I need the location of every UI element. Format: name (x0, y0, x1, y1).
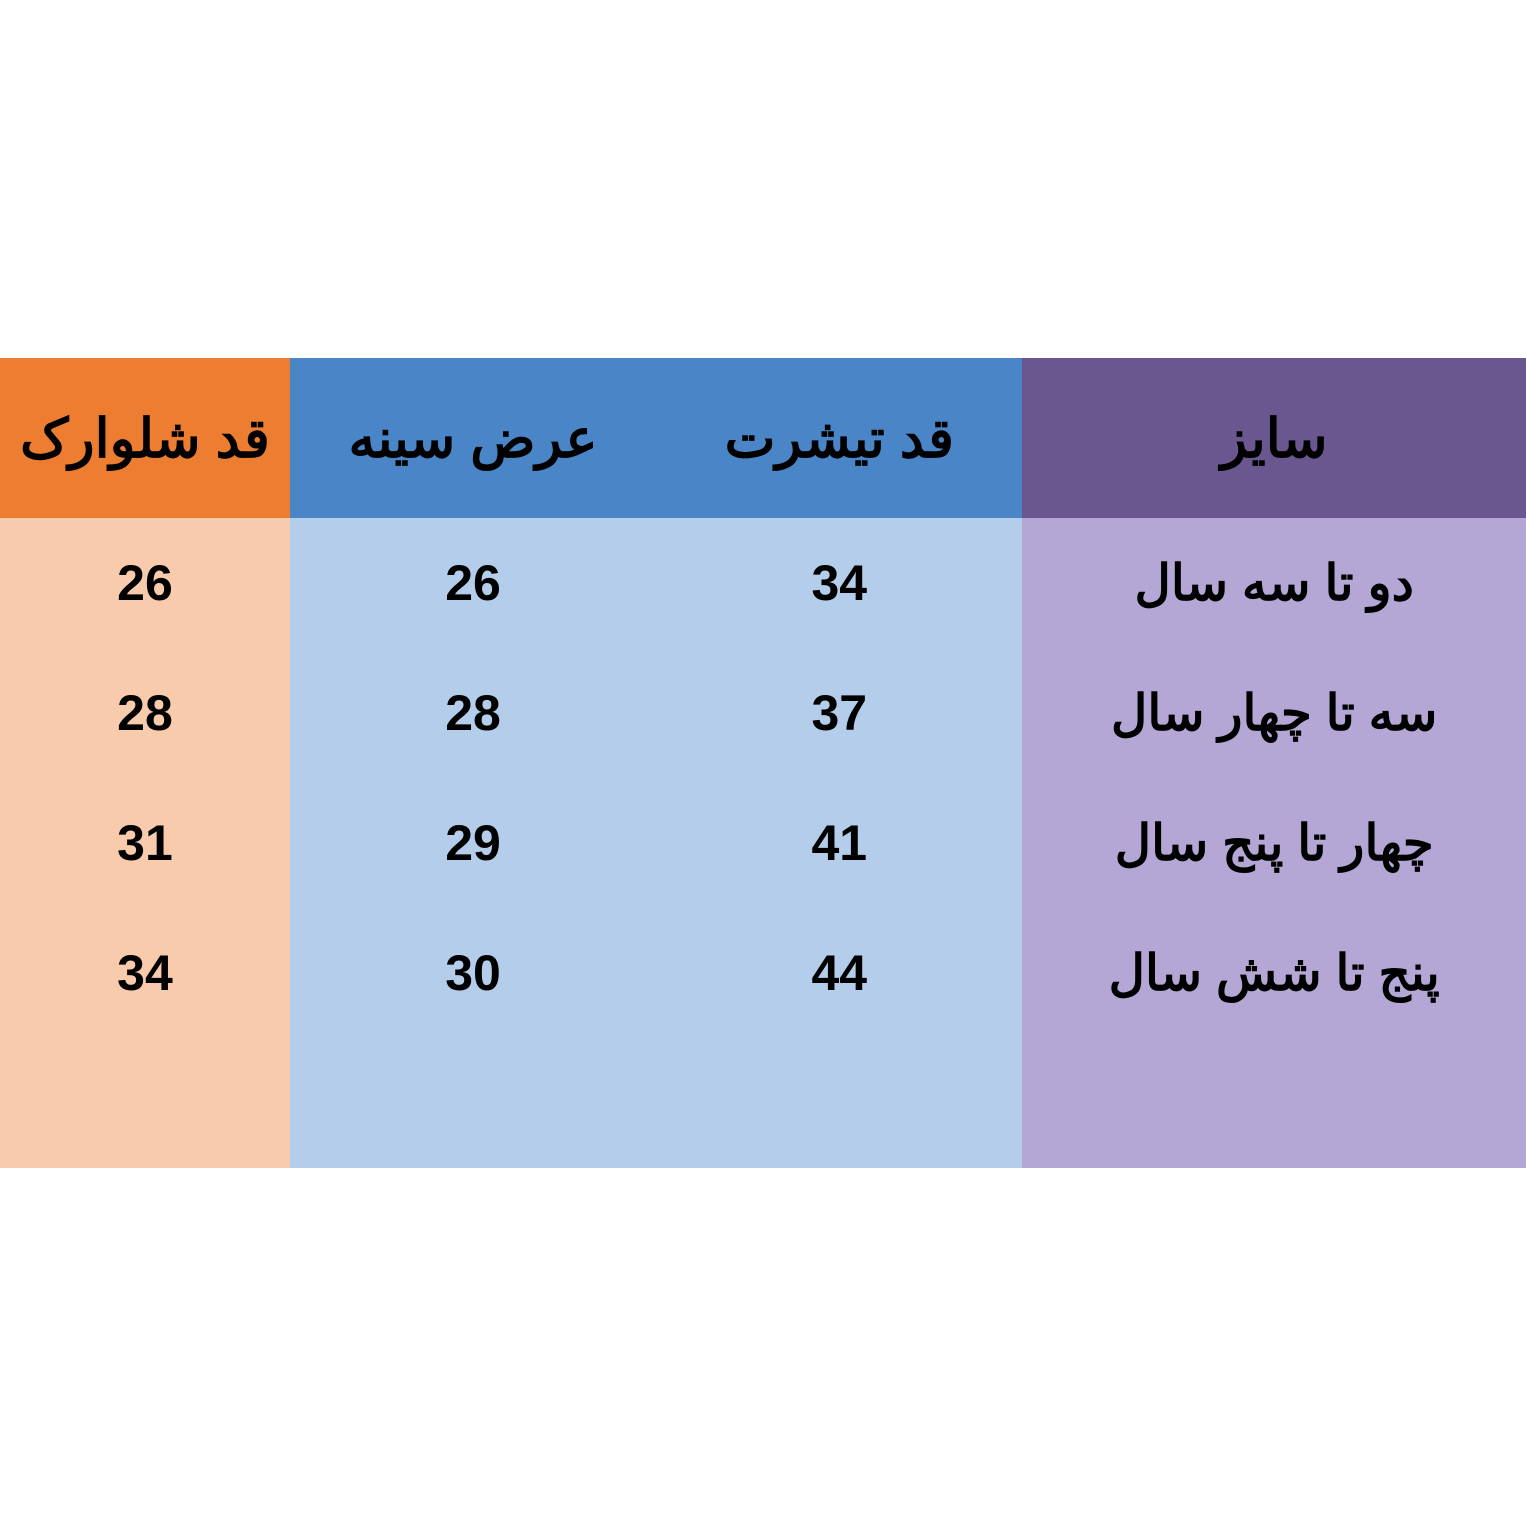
size-chart-table: سایز قد تیشرت عرض سینه قد شلوارک دو تا س… (0, 358, 1526, 1168)
cell-shorts: 31 (0, 778, 290, 908)
cell-chest: 26 (290, 518, 656, 648)
cell-size: پنج تا شش سال (1022, 908, 1526, 1038)
col-header-tshirt: قد تیشرت (656, 358, 1022, 518)
cell-shorts: 34 (0, 908, 290, 1038)
cell-shorts: 28 (0, 648, 290, 778)
col-header-shorts: قد شلوارک (0, 358, 290, 518)
col-header-size: سایز (1022, 358, 1526, 518)
table-row: دو تا سه سال 34 26 26 (0, 518, 1526, 648)
cell-tshirt: 34 (656, 518, 1022, 648)
col-header-chest: عرض سینه (290, 358, 656, 518)
cell-chest: 30 (290, 908, 656, 1038)
table-row: پنج تا شش سال 44 30 34 (0, 908, 1526, 1038)
cell-chest: 28 (290, 648, 656, 778)
table-row: سه تا چهار سال 37 28 28 (0, 648, 1526, 778)
cell-size: سه تا چهار سال (1022, 648, 1526, 778)
table-padding-row (0, 1038, 1526, 1168)
cell-tshirt: 44 (656, 908, 1022, 1038)
cell-chest: 29 (290, 778, 656, 908)
cell-shorts: 26 (0, 518, 290, 648)
cell-tshirt: 37 (656, 648, 1022, 778)
cell-tshirt: 41 (656, 778, 1022, 908)
cell-size: دو تا سه سال (1022, 518, 1526, 648)
table-row: چهار تا پنج سال 41 29 31 (0, 778, 1526, 908)
cell-size: چهار تا پنج سال (1022, 778, 1526, 908)
table-header-row: سایز قد تیشرت عرض سینه قد شلوارک (0, 358, 1526, 518)
